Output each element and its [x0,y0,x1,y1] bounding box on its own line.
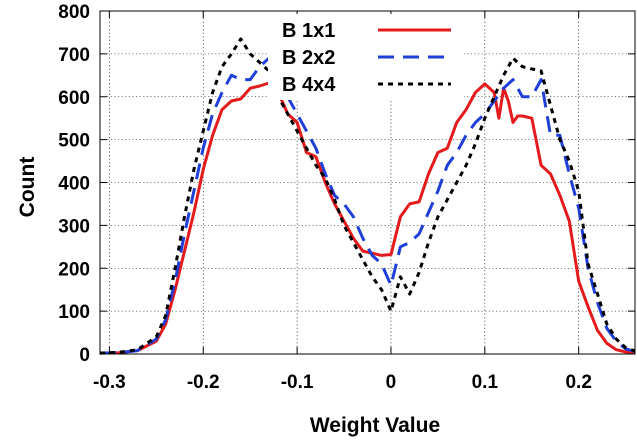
legend: B 1x1 B 2x2 B 4x4 [268,14,464,100]
y-tick-label: 0 [79,345,90,366]
legend-label: B 1x1 [282,20,335,42]
x-tick-label: -0.2 [187,372,220,393]
series-line-2 [99,56,636,355]
series-line-3 [99,37,636,355]
y-tick-label: 400 [58,174,90,195]
y-tick-labels: 0 100 200 300 400 500 600 700 800 [58,2,635,366]
x-tick-labels: -0.3 -0.2 -0.1 0 0.1 0.2 [93,11,592,393]
series-line-1 [99,81,636,355]
y-tick-label: 600 [58,88,90,109]
y-tick-label: 100 [58,302,90,323]
series-lines [99,37,636,355]
y-tick-label: 700 [58,45,90,66]
x-axis-title: Weight Value [310,414,440,437]
y-axis-title: Count [16,157,39,218]
x-tick-label: -0.3 [93,372,126,393]
y-tick-label: 200 [58,259,90,280]
legend-label: B 4x4 [282,74,336,96]
legend-label: B 2x2 [282,47,335,69]
x-tick-label: 0.2 [565,372,591,393]
x-tick-label: 0 [386,372,397,393]
y-tick-label: 500 [58,131,90,152]
x-tick-label: -0.1 [281,372,314,393]
y-tick-label: 800 [58,2,90,23]
y-tick-label: 300 [58,216,90,237]
x-tick-label: 0.1 [472,372,499,393]
